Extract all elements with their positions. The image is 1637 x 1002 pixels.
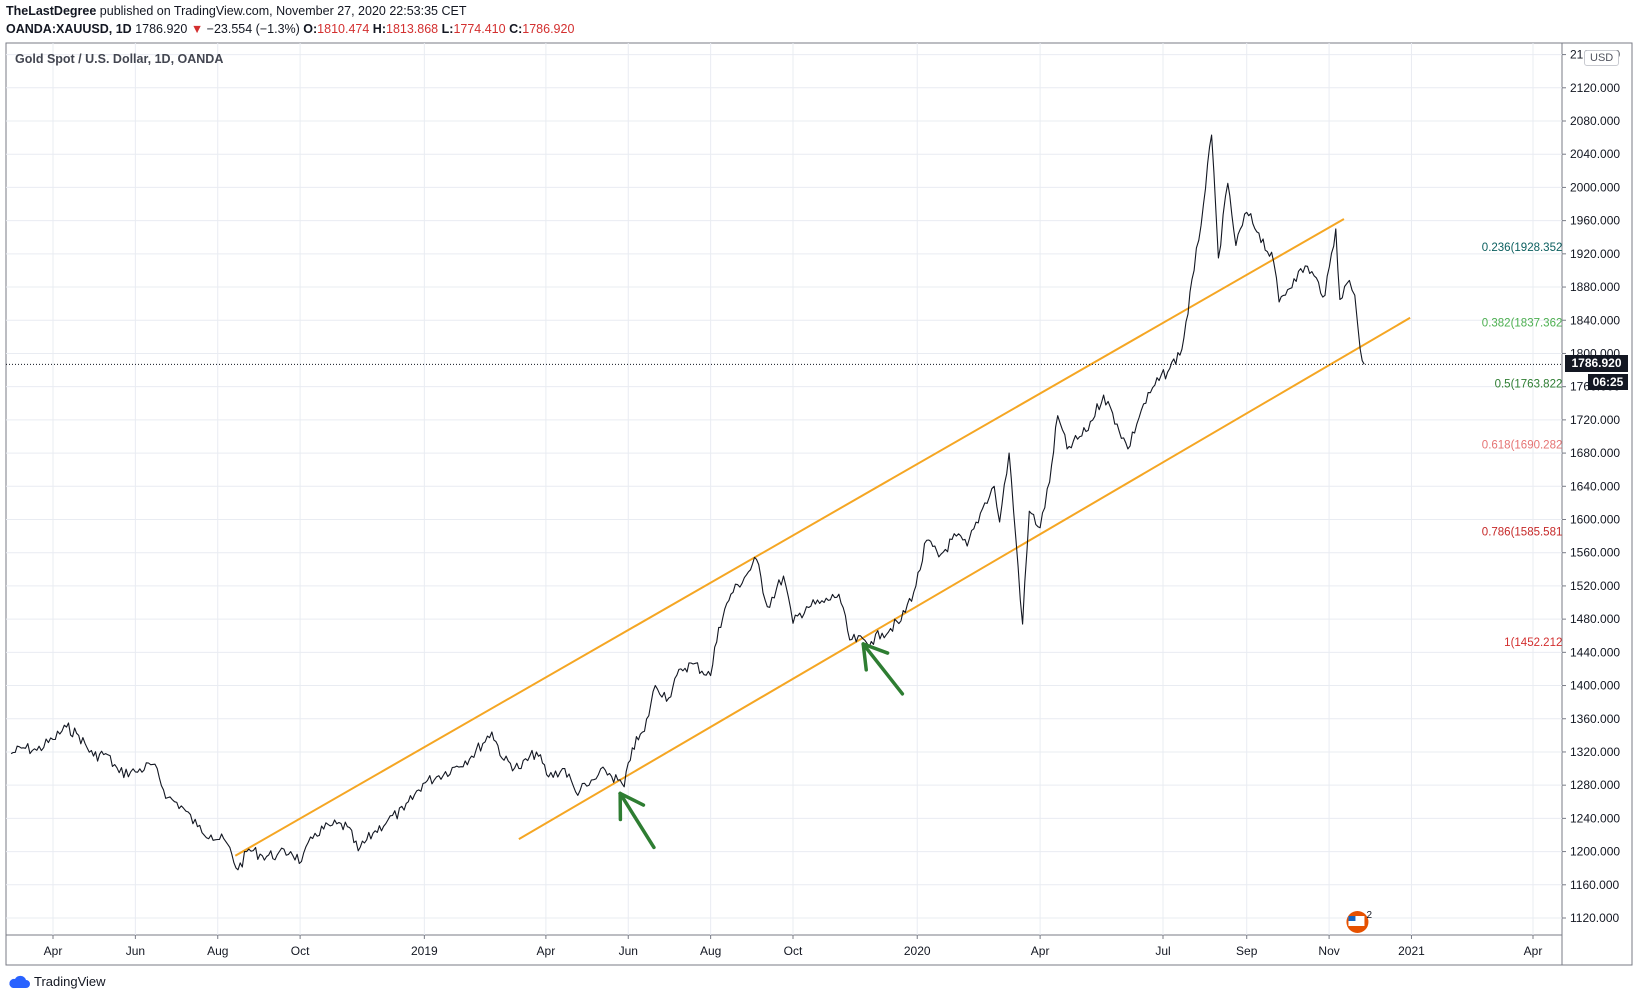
y-tick-label: 1720.000 [1570, 413, 1620, 427]
x-tick-label: Sep [1236, 944, 1258, 958]
y-tick-label: 2040.000 [1570, 147, 1620, 161]
fib-level-label: 1(1452.212) [1504, 637, 1566, 649]
fib-level-label: 0.618(1690.282) [1482, 440, 1567, 452]
event-count: 2 [1366, 910, 1372, 921]
down-triangle-icon: ▼ [190, 22, 204, 36]
x-tick-label: Oct [784, 944, 803, 958]
channel-line [234, 218, 1345, 857]
current-price-tag: 1786.920 [1565, 355, 1628, 372]
x-tick-label: 2021 [1398, 944, 1425, 958]
y-tick-label: 1240.000 [1570, 811, 1620, 825]
y-tick-label: 1120.000 [1570, 911, 1619, 925]
last-price: 1786.920 [135, 22, 188, 36]
open-value: 1810.474 [317, 22, 370, 36]
y-tick-label: 1680.000 [1570, 446, 1620, 460]
x-tick-label: Apr [1524, 944, 1543, 958]
chart-legend-title: Gold Spot / U.S. Dollar, 1D, OANDA [15, 52, 224, 66]
y-tick-label: 1520.000 [1570, 579, 1620, 593]
x-tick-label: Jul [1155, 944, 1170, 958]
y-tick-label: 1160.000 [1570, 878, 1619, 892]
us-flag-event-icon: 2 [1346, 910, 1372, 933]
y-tick-label: 1440.000 [1570, 645, 1620, 659]
publish-info: TheLastDegree published on TradingView.c… [6, 4, 466, 18]
y-tick-label: 1600.000 [1570, 513, 1620, 527]
high-value: 1813.868 [386, 22, 439, 36]
y-tick-label: 1960.000 [1570, 214, 1620, 228]
low-value: 1774.410 [453, 22, 506, 36]
arrow-icon [618, 791, 656, 850]
currency-button[interactable]: USD [1584, 50, 1620, 66]
price-line [10, 134, 1365, 871]
x-tick-label: 2019 [411, 944, 438, 958]
x-tick-label: Aug [207, 944, 228, 958]
bar-countdown-tag: 06:25 [1588, 374, 1628, 390]
plot-frame [5, 42, 1633, 966]
close-value: 1786.920 [522, 22, 575, 36]
plot-area: 0.236(1928.352) 0.382(1837.362) 0.5(1763.8… [10, 134, 1567, 933]
y-tick-label: 1400.000 [1570, 679, 1620, 693]
x-tick-label: Jun [619, 944, 638, 958]
published-text: published on TradingView.com, November 2… [99, 4, 467, 18]
tradingview-footer[interactable]: TradingView [8, 974, 106, 989]
fib-level-label: 0.236(1928.352) [1482, 242, 1567, 254]
x-tick-label: 2020 [904, 944, 931, 958]
y-tick-label: 1360.000 [1570, 712, 1620, 726]
x-tick-label: Nov [1318, 944, 1339, 958]
fib-level-label: 0.5(1763.822) [1495, 378, 1567, 390]
channel-line [518, 316, 1411, 840]
y-tick-label: 2080.000 [1570, 114, 1620, 128]
y-tick-label: 1880.000 [1570, 280, 1620, 294]
author-name[interactable]: TheLastDegree [6, 4, 97, 18]
y-tick-label: 1640.000 [1570, 479, 1620, 493]
y-tick-label: 1480.000 [1570, 612, 1620, 626]
footer-brand: TradingView [34, 974, 106, 989]
y-tick-label: 1320.000 [1570, 745, 1620, 759]
symbol-label: OANDA:XAUUSD, 1D [6, 22, 132, 36]
fib-level-label: 0.786(1585.581) [1482, 526, 1567, 538]
x-tick-label: Oct [291, 944, 310, 958]
arrow-icon [861, 642, 905, 696]
price-change: −23.554 (−1.3%) [206, 22, 300, 36]
y-tick-label: 1200.000 [1570, 845, 1620, 859]
y-tick-label: 1560.000 [1570, 546, 1620, 560]
y-tick-label: 2000.000 [1570, 180, 1620, 194]
x-tick-label: Apr [1031, 944, 1050, 958]
x-tick-label: Aug [700, 944, 721, 958]
y-tick-label: 1840.000 [1570, 313, 1620, 327]
fib-level-label: 0.382(1837.362) [1482, 317, 1567, 329]
y-tick-label: 2120.000 [1570, 81, 1620, 95]
ohlc-header: OANDA:XAUUSD, 1D 1786.920 ▼ −23.554 (−1.… [6, 22, 575, 36]
x-tick-label: Apr [44, 944, 63, 958]
x-tick-label: Jun [126, 944, 145, 958]
cloud-icon [9, 975, 30, 988]
y-tick-label: 1280.000 [1570, 778, 1620, 792]
x-tick-label: Apr [537, 944, 556, 958]
y-tick-label: 1920.000 [1570, 247, 1620, 261]
